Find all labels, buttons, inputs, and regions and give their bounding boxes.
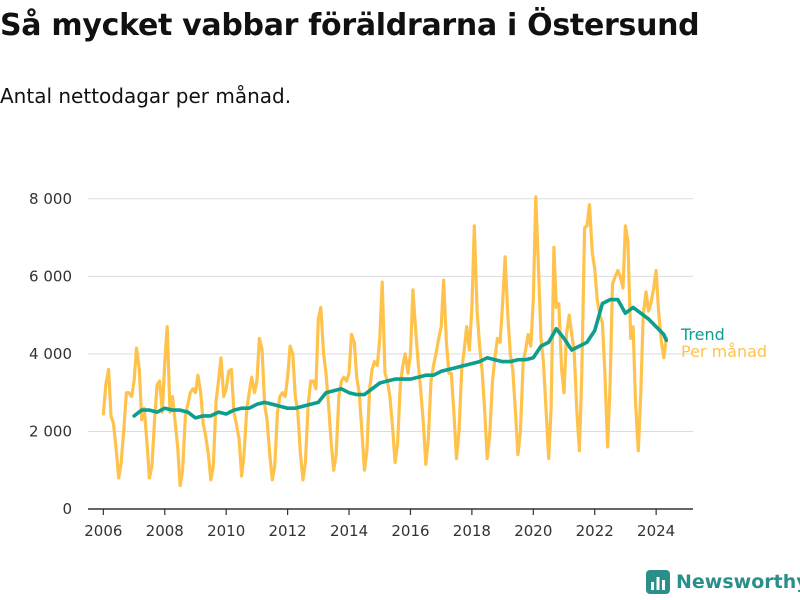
legend-label-trend: Trend [680,325,725,344]
x-tick-label: 2012 [269,522,307,540]
series-line-per-manad [101,195,668,488]
y-tick-label: 8 000 [29,190,72,208]
axes: 0 2 000 4 000 6 000 8 000 2006 2008 2010 2012 201… [29,190,693,540]
gridlines [88,198,693,432]
y-tick-label: 6 000 [29,267,72,285]
x-tick-label: 2010 [207,522,245,540]
x-tick-label: 2024 [637,522,675,540]
y-tick-label: 0 [62,500,72,518]
legend-label-per-manad: Per månad [681,342,767,361]
x-tick-label: 2016 [391,522,429,540]
chart-subtitle: Antal nettodagar per månad. [0,84,292,108]
brand-logo: Newsworthy [646,570,800,594]
x-tick-label: 2018 [453,522,491,540]
y-tick-label: 2 000 [29,422,72,440]
chart-title: Så mycket vabbar föräldrarna i Östersund [0,8,700,43]
y-tick-label: 4 000 [29,345,72,363]
brand-name: Newsworthy [676,571,800,593]
x-tick-label: 2006 [84,522,122,540]
series-line-trend [132,297,669,420]
x-tick-label: 2008 [146,522,184,540]
x-tick-label: 2020 [514,522,552,540]
x-tick-label: 2022 [576,522,614,540]
series [101,195,669,488]
x-tick-label: 2014 [330,522,368,540]
bar-chart-logo-icon [646,570,670,594]
